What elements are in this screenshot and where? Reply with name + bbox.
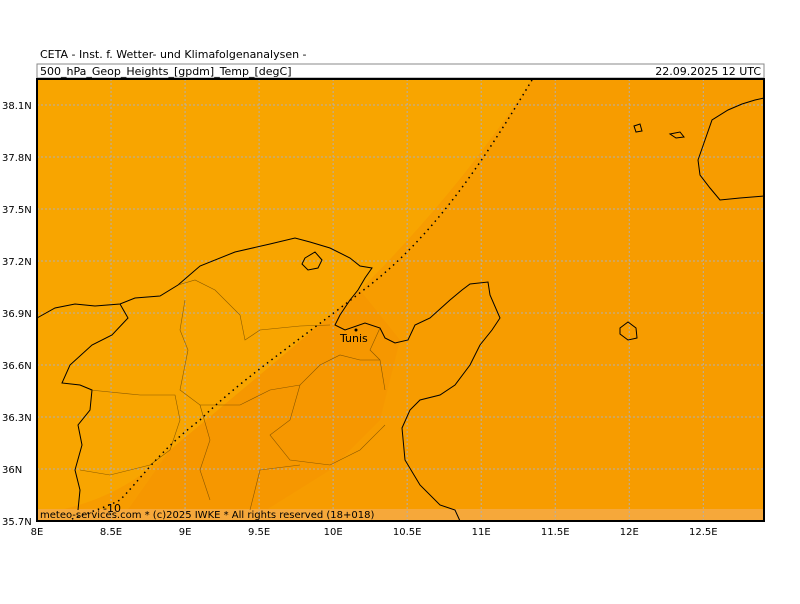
footer: meteo-services.com * (c)2025 IWKE * All … bbox=[40, 510, 374, 521]
lat-tick-label: 37.2N bbox=[2, 257, 32, 268]
warm-region bbox=[37, 79, 532, 515]
lat-tick-label: 36.9N bbox=[2, 309, 32, 320]
map-frame bbox=[36, 78, 765, 522]
institute: CETA - Inst. f. Wetter- und Klimafolgena… bbox=[40, 48, 307, 61]
lat-tick-label: 37.8N bbox=[2, 153, 32, 164]
algeria-border bbox=[61, 303, 129, 511]
lon-tick-label: 8.5E bbox=[100, 527, 122, 538]
footer-strip bbox=[37, 509, 764, 521]
lat-tick-label: 36.3N bbox=[2, 413, 32, 424]
date: 22.09.2025 12 UTC bbox=[655, 65, 761, 78]
lat-tick-label: 36.6N bbox=[2, 361, 32, 372]
lon-tick-label: 10.5E bbox=[393, 527, 422, 538]
land-shade bbox=[120, 290, 400, 521]
lat-tick-label: 38.1N bbox=[2, 101, 32, 112]
sicily bbox=[697, 97, 765, 201]
city-dot bbox=[354, 328, 358, 332]
lon-tick-label: 9E bbox=[179, 527, 192, 538]
grid bbox=[36, 79, 764, 522]
lake bbox=[301, 251, 323, 271]
lat-tick-label: 36N bbox=[2, 465, 22, 476]
lat-tick-label: 35.7N bbox=[2, 517, 32, 528]
contour-label: -10 bbox=[103, 502, 121, 515]
island bbox=[619, 321, 638, 341]
lon-tick-label: 10E bbox=[324, 527, 343, 538]
island bbox=[668, 131, 685, 139]
lon-tick-label: 12.5E bbox=[689, 527, 718, 538]
lon-tick-label: 12E bbox=[620, 527, 639, 538]
title: 500_hPa_Geop_Heights_[gpdm]_Temp_[degC] bbox=[40, 65, 292, 78]
lat-tick-label: 37.5N bbox=[2, 205, 32, 216]
lon-tick-label: 11.5E bbox=[541, 527, 570, 538]
island bbox=[633, 123, 643, 133]
city-label: Tunis bbox=[339, 332, 368, 345]
lon-tick-label: 9.5E bbox=[248, 527, 270, 538]
region-borders bbox=[79, 279, 386, 511]
lon-tick-label: 11E bbox=[472, 527, 491, 538]
lon-tick-label: 8E bbox=[31, 527, 44, 538]
